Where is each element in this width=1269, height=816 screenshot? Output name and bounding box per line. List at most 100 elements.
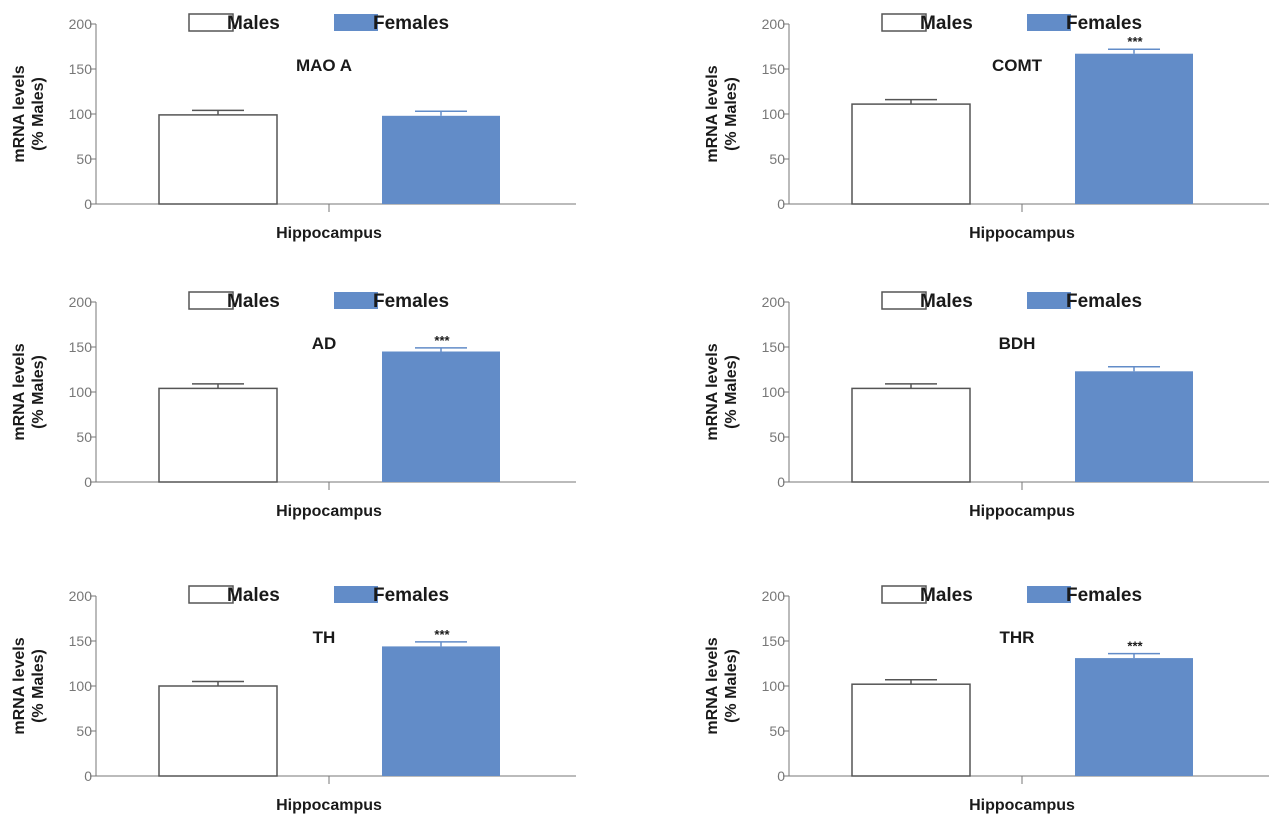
chart-panel-4: 0 50 100 150 200 Hippocampus mRNA levels (% Mal…: [11, 585, 576, 814]
significance-marker: ***: [434, 627, 450, 642]
panel-title: MAO A: [296, 56, 352, 75]
chart-panel-3: 0 50 100 150 200 Hippocampus mRNA levels (% Mal…: [704, 291, 1269, 520]
bar-males: [851, 683, 971, 777]
legend-label-males: Males: [227, 13, 280, 34]
legend-swatch-males: [188, 13, 234, 32]
y-tick-label: 50: [76, 429, 92, 445]
y-tick-label: 150: [762, 633, 786, 649]
y-axis-label-line: (% Males): [30, 355, 47, 429]
y-tick-label: 150: [69, 339, 93, 355]
y-axis-label-line: mRNA levels: [704, 343, 721, 440]
y-axis-label-line: (% Males): [30, 77, 47, 151]
y-tick-label: 100: [69, 678, 93, 694]
bar-females: [382, 646, 500, 776]
y-tick-label: 0: [84, 474, 92, 490]
legend-label-males: Males: [920, 13, 973, 34]
y-axis-label-line: mRNA levels: [704, 65, 721, 162]
significance-marker: ***: [434, 333, 450, 348]
bar-males: [158, 114, 278, 205]
y-axis-label-line: mRNA levels: [704, 637, 721, 734]
y-tick-label: 0: [84, 768, 92, 784]
legend-swatch-males: [881, 585, 927, 604]
y-tick-label: 200: [762, 588, 786, 604]
x-axis-label: Hippocampus: [276, 503, 382, 520]
y-tick-label: 150: [762, 339, 786, 355]
y-axis-label-line: mRNA levels: [11, 637, 28, 734]
legend-label-males: Males: [227, 291, 280, 312]
legend-label-males: Males: [920, 585, 973, 606]
significance-marker: ***: [1127, 639, 1143, 654]
y-tick-label: 50: [769, 151, 785, 167]
legend-label-females: Females: [1066, 13, 1142, 34]
chart-panel-5: 0 50 100 150 200 Hippocampus mRNA levels (% Mal…: [704, 585, 1269, 814]
y-tick-label: 100: [762, 106, 786, 122]
chart-panel-2: 0 50 100 150 200 Hippocampus mRNA levels (% Mal…: [11, 291, 576, 520]
y-tick-label: 100: [69, 106, 93, 122]
legend-swatch-females: [334, 586, 378, 603]
legend-swatch-males: [188, 585, 234, 604]
legend-swatch-females: [1027, 586, 1071, 603]
bar-females: [1075, 658, 1193, 776]
x-axis-label: Hippocampus: [276, 225, 382, 242]
y-tick-label: 150: [762, 61, 786, 77]
legend-label-females: Females: [373, 13, 449, 34]
y-tick-label: 50: [76, 723, 92, 739]
bar-males: [851, 387, 971, 483]
bar-females: [382, 115, 500, 204]
legend-swatch-males: [881, 13, 927, 32]
legend-swatch-females: [1027, 292, 1071, 309]
legend-label-females: Females: [1066, 585, 1142, 606]
panel-title: TH: [313, 628, 336, 647]
legend-swatch-females: [334, 14, 378, 31]
y-tick-label: 50: [76, 151, 92, 167]
y-axis-label-line: mRNA levels: [11, 343, 28, 440]
bar-females: [382, 351, 500, 482]
legend-swatch-females: [334, 292, 378, 309]
y-tick-label: 200: [69, 588, 93, 604]
legend-label-females: Females: [1066, 291, 1142, 312]
chart-panel-0: 0 50 100 150 200 Hippocampus mRNA levels (% Mal…: [11, 13, 576, 242]
y-tick-label: 150: [69, 61, 93, 77]
y-axis-label-line: mRNA levels: [11, 65, 28, 162]
y-tick-label: 0: [777, 768, 785, 784]
bar-females: [1075, 53, 1193, 205]
x-axis-label: Hippocampus: [276, 797, 382, 814]
bar-males: [158, 387, 278, 483]
y-tick-label: 0: [777, 474, 785, 490]
legend-swatch-males: [188, 291, 234, 310]
y-tick-label: 100: [762, 678, 786, 694]
panel-title: THR: [1000, 628, 1035, 647]
y-axis-label-line: (% Males): [723, 649, 740, 723]
chart-panel-1: 0 50 100 150 200 Hippocampus mRNA levels (% Mal…: [704, 13, 1269, 242]
y-tick-label: 150: [69, 633, 93, 649]
y-tick-label: 0: [84, 196, 92, 212]
panel-title: BDH: [999, 334, 1036, 353]
bar-females: [1075, 371, 1193, 482]
y-tick-label: 50: [769, 429, 785, 445]
bar-males: [158, 685, 278, 777]
legend-label-females: Females: [373, 291, 449, 312]
y-tick-label: 200: [762, 294, 786, 310]
x-axis-label: Hippocampus: [969, 225, 1075, 242]
legend-swatch-males: [881, 291, 927, 310]
y-tick-label: 100: [762, 384, 786, 400]
y-tick-label: 200: [69, 294, 93, 310]
y-axis-label-line: (% Males): [723, 355, 740, 429]
y-tick-label: 100: [69, 384, 93, 400]
y-tick-label: 200: [762, 16, 786, 32]
panel-title: AD: [312, 334, 337, 353]
significance-marker: ***: [1127, 34, 1143, 49]
x-axis-label: Hippocampus: [969, 797, 1075, 814]
legend-label-females: Females: [373, 585, 449, 606]
legend-label-males: Males: [227, 585, 280, 606]
y-tick-label: 50: [769, 723, 785, 739]
x-axis-label: Hippocampus: [969, 503, 1075, 520]
y-axis-label-line: (% Males): [723, 77, 740, 151]
y-tick-label: 200: [69, 16, 93, 32]
legend-label-males: Males: [920, 291, 973, 312]
legend-swatch-females: [1027, 14, 1071, 31]
y-tick-label: 0: [777, 196, 785, 212]
bar-males: [851, 103, 971, 205]
panel-title: COMT: [992, 56, 1043, 75]
